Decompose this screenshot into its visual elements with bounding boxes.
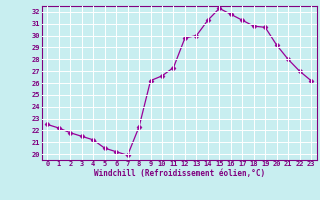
X-axis label: Windchill (Refroidissement éolien,°C): Windchill (Refroidissement éolien,°C): [94, 169, 265, 178]
